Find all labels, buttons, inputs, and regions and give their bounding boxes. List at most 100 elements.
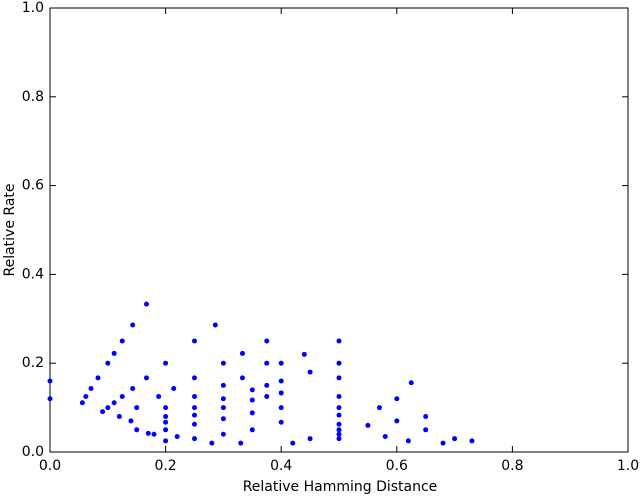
point <box>264 394 270 399</box>
point <box>100 409 106 415</box>
point <box>336 421 342 427</box>
point <box>376 405 382 411</box>
point <box>130 322 136 328</box>
point <box>144 375 150 381</box>
point <box>301 351 307 357</box>
point <box>151 431 157 437</box>
point <box>192 436 197 442</box>
point <box>423 427 429 433</box>
point <box>128 418 134 424</box>
point <box>264 360 270 366</box>
point <box>88 386 94 392</box>
point <box>249 427 255 433</box>
point <box>220 396 226 402</box>
x-tick-label: 0.2 <box>154 458 176 474</box>
x-tick-label: 1.0 <box>617 458 639 474</box>
y-axis-label: Relative Rate <box>2 183 18 276</box>
point <box>278 390 284 396</box>
point <box>249 387 255 393</box>
point <box>220 416 226 422</box>
point <box>336 436 342 442</box>
point <box>249 397 255 403</box>
point <box>452 436 458 442</box>
y-tick-label: 0.2 <box>22 355 44 371</box>
point <box>336 394 342 399</box>
point <box>220 382 226 388</box>
point <box>365 422 371 428</box>
point <box>278 360 284 366</box>
point <box>163 360 169 366</box>
point <box>307 369 313 375</box>
point <box>111 350 117 356</box>
point <box>290 440 296 446</box>
point <box>116 413 122 419</box>
point <box>220 405 226 411</box>
y-tick-label: 0.4 <box>22 266 44 282</box>
point <box>264 382 270 388</box>
point <box>145 430 151 436</box>
point <box>408 380 414 386</box>
x-tick-label: 0.4 <box>270 458 292 474</box>
point <box>264 338 270 344</box>
x-tick-label: 0.8 <box>501 458 523 474</box>
point <box>307 436 313 442</box>
point <box>47 378 53 384</box>
point <box>156 394 162 399</box>
point <box>220 431 226 437</box>
point <box>336 338 342 344</box>
x-tick-label: 0.0 <box>39 458 61 474</box>
plot-frame <box>49 7 629 453</box>
point <box>144 301 150 307</box>
x-tick-label: 0.6 <box>386 458 408 474</box>
point <box>394 418 400 424</box>
point <box>394 396 400 402</box>
point <box>192 412 197 418</box>
point <box>336 405 342 411</box>
point <box>278 378 284 384</box>
point <box>336 360 342 366</box>
point <box>95 375 101 381</box>
point <box>405 438 411 444</box>
point <box>163 427 169 433</box>
point <box>83 394 89 399</box>
point <box>469 438 475 444</box>
point <box>336 375 342 381</box>
y-tick-label: 0.8 <box>22 89 44 105</box>
point <box>192 394 197 399</box>
point <box>192 375 197 381</box>
point <box>278 419 284 425</box>
point <box>47 396 53 402</box>
point <box>336 427 342 433</box>
point <box>278 405 284 411</box>
point <box>440 440 446 446</box>
point <box>192 405 197 411</box>
x-axis-label: Relative Hamming Distance <box>243 479 438 495</box>
point <box>239 350 245 356</box>
point <box>238 440 244 446</box>
y-tick-label: 1.0 <box>22 0 44 16</box>
point <box>382 433 388 439</box>
point <box>192 421 197 427</box>
point <box>220 360 226 366</box>
point <box>249 410 255 416</box>
point <box>336 412 342 418</box>
point <box>423 413 429 419</box>
point <box>174 433 180 439</box>
point <box>209 440 215 446</box>
point <box>171 386 177 392</box>
point <box>239 375 245 381</box>
point <box>212 322 218 328</box>
y-tick-label: 0.0 <box>22 444 44 460</box>
point <box>111 400 117 406</box>
y-tick-label: 0.6 <box>22 178 44 194</box>
point <box>105 360 111 366</box>
point <box>79 400 85 406</box>
point <box>130 386 136 392</box>
point <box>336 431 342 437</box>
point <box>163 438 169 444</box>
point <box>119 338 125 344</box>
point <box>134 427 140 433</box>
point <box>105 405 111 411</box>
point <box>163 419 169 425</box>
